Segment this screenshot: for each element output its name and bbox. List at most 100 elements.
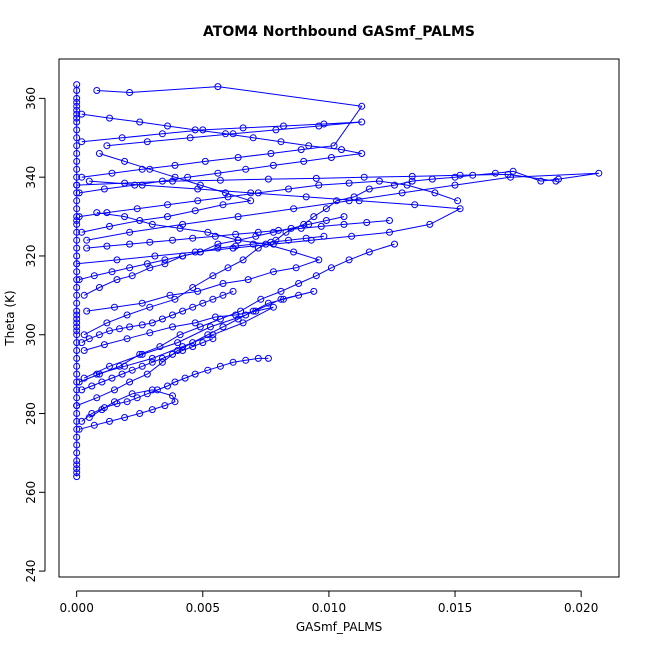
data-point (73, 323, 81, 331)
data-point (171, 378, 179, 386)
data-point (348, 232, 356, 240)
series-layer (73, 81, 603, 481)
data-point (143, 260, 151, 268)
data-point (290, 205, 298, 213)
data-point (136, 217, 144, 224)
data-point (315, 122, 323, 130)
data-point (275, 226, 282, 234)
data-point (73, 102, 81, 110)
series-3 (78, 83, 366, 181)
data-point (214, 240, 222, 248)
data-point (148, 319, 156, 327)
data-point (156, 343, 164, 351)
data-point (264, 175, 272, 183)
data-point (350, 193, 358, 201)
data-point (73, 386, 81, 394)
data-point (98, 406, 106, 414)
data-point (186, 134, 194, 142)
data-point (242, 165, 250, 173)
data-point (103, 142, 111, 150)
data-point (345, 197, 353, 205)
data-point (292, 264, 300, 272)
data-point (219, 291, 227, 299)
series-19 (78, 150, 255, 236)
data-point (83, 244, 91, 252)
data-point (128, 272, 136, 280)
data-point (73, 94, 81, 102)
data-point (171, 161, 179, 169)
data-point (83, 236, 91, 244)
data-point (216, 176, 224, 184)
series-14 (78, 287, 237, 347)
data-point (398, 189, 406, 197)
data-point (290, 248, 298, 256)
data-point (509, 167, 517, 175)
y-axis: 240 260 280 300 320 340 360 (24, 87, 46, 583)
data-point (78, 228, 86, 236)
data-point (330, 142, 338, 150)
data-point (229, 358, 237, 366)
data-point (106, 222, 113, 230)
data-point (206, 323, 214, 331)
data-point (386, 228, 393, 236)
data-point (179, 343, 187, 351)
data-point (295, 280, 303, 287)
data-point (73, 370, 81, 378)
data-point (73, 461, 81, 469)
data-point (239, 256, 247, 264)
data-point (80, 291, 88, 299)
data-point (73, 110, 81, 118)
data-point (454, 197, 462, 205)
data-point (280, 122, 287, 130)
series-line (86, 220, 390, 249)
data-point (113, 256, 121, 264)
data-point (93, 370, 101, 378)
series-line (79, 113, 362, 194)
data-point (211, 232, 219, 240)
data-point (451, 181, 459, 189)
data-point (83, 307, 91, 315)
data-point (312, 174, 320, 182)
data-point (257, 295, 265, 303)
x-tick-label: 0.010 (312, 601, 346, 615)
data-point (317, 222, 325, 230)
data-point (73, 291, 81, 299)
data-point (345, 179, 353, 187)
data-point (234, 236, 242, 244)
series-line (81, 86, 363, 178)
data-point (355, 197, 363, 205)
data-point (75, 276, 83, 284)
data-point (121, 179, 129, 187)
data-point (174, 347, 182, 354)
data-point (78, 386, 86, 394)
data-point (224, 264, 232, 272)
series-line (79, 180, 458, 218)
y-tick-label: 260 (24, 481, 38, 504)
y-axis-label: Theta (K) (3, 290, 17, 346)
data-point (176, 331, 184, 339)
data-point (264, 299, 272, 307)
data-point (161, 402, 169, 410)
data-point (106, 327, 113, 335)
data-point (73, 347, 81, 354)
data-point (340, 213, 348, 221)
data-point (169, 392, 176, 400)
data-point (126, 264, 134, 272)
data-point (138, 362, 146, 370)
data-point (302, 193, 310, 201)
data-point (504, 170, 512, 178)
data-point (391, 181, 398, 189)
data-point (365, 185, 373, 193)
series-line (84, 306, 274, 375)
data-point (363, 219, 371, 226)
data-point (267, 150, 275, 157)
data-point (146, 329, 154, 337)
data-point (280, 295, 287, 303)
data-point (133, 394, 141, 402)
data-point (552, 177, 560, 185)
data-point (277, 138, 285, 146)
data-point (73, 402, 81, 410)
data-point (267, 238, 275, 246)
series-8 (73, 177, 464, 268)
x-axis-label: GASmf_PALMS (296, 620, 382, 634)
